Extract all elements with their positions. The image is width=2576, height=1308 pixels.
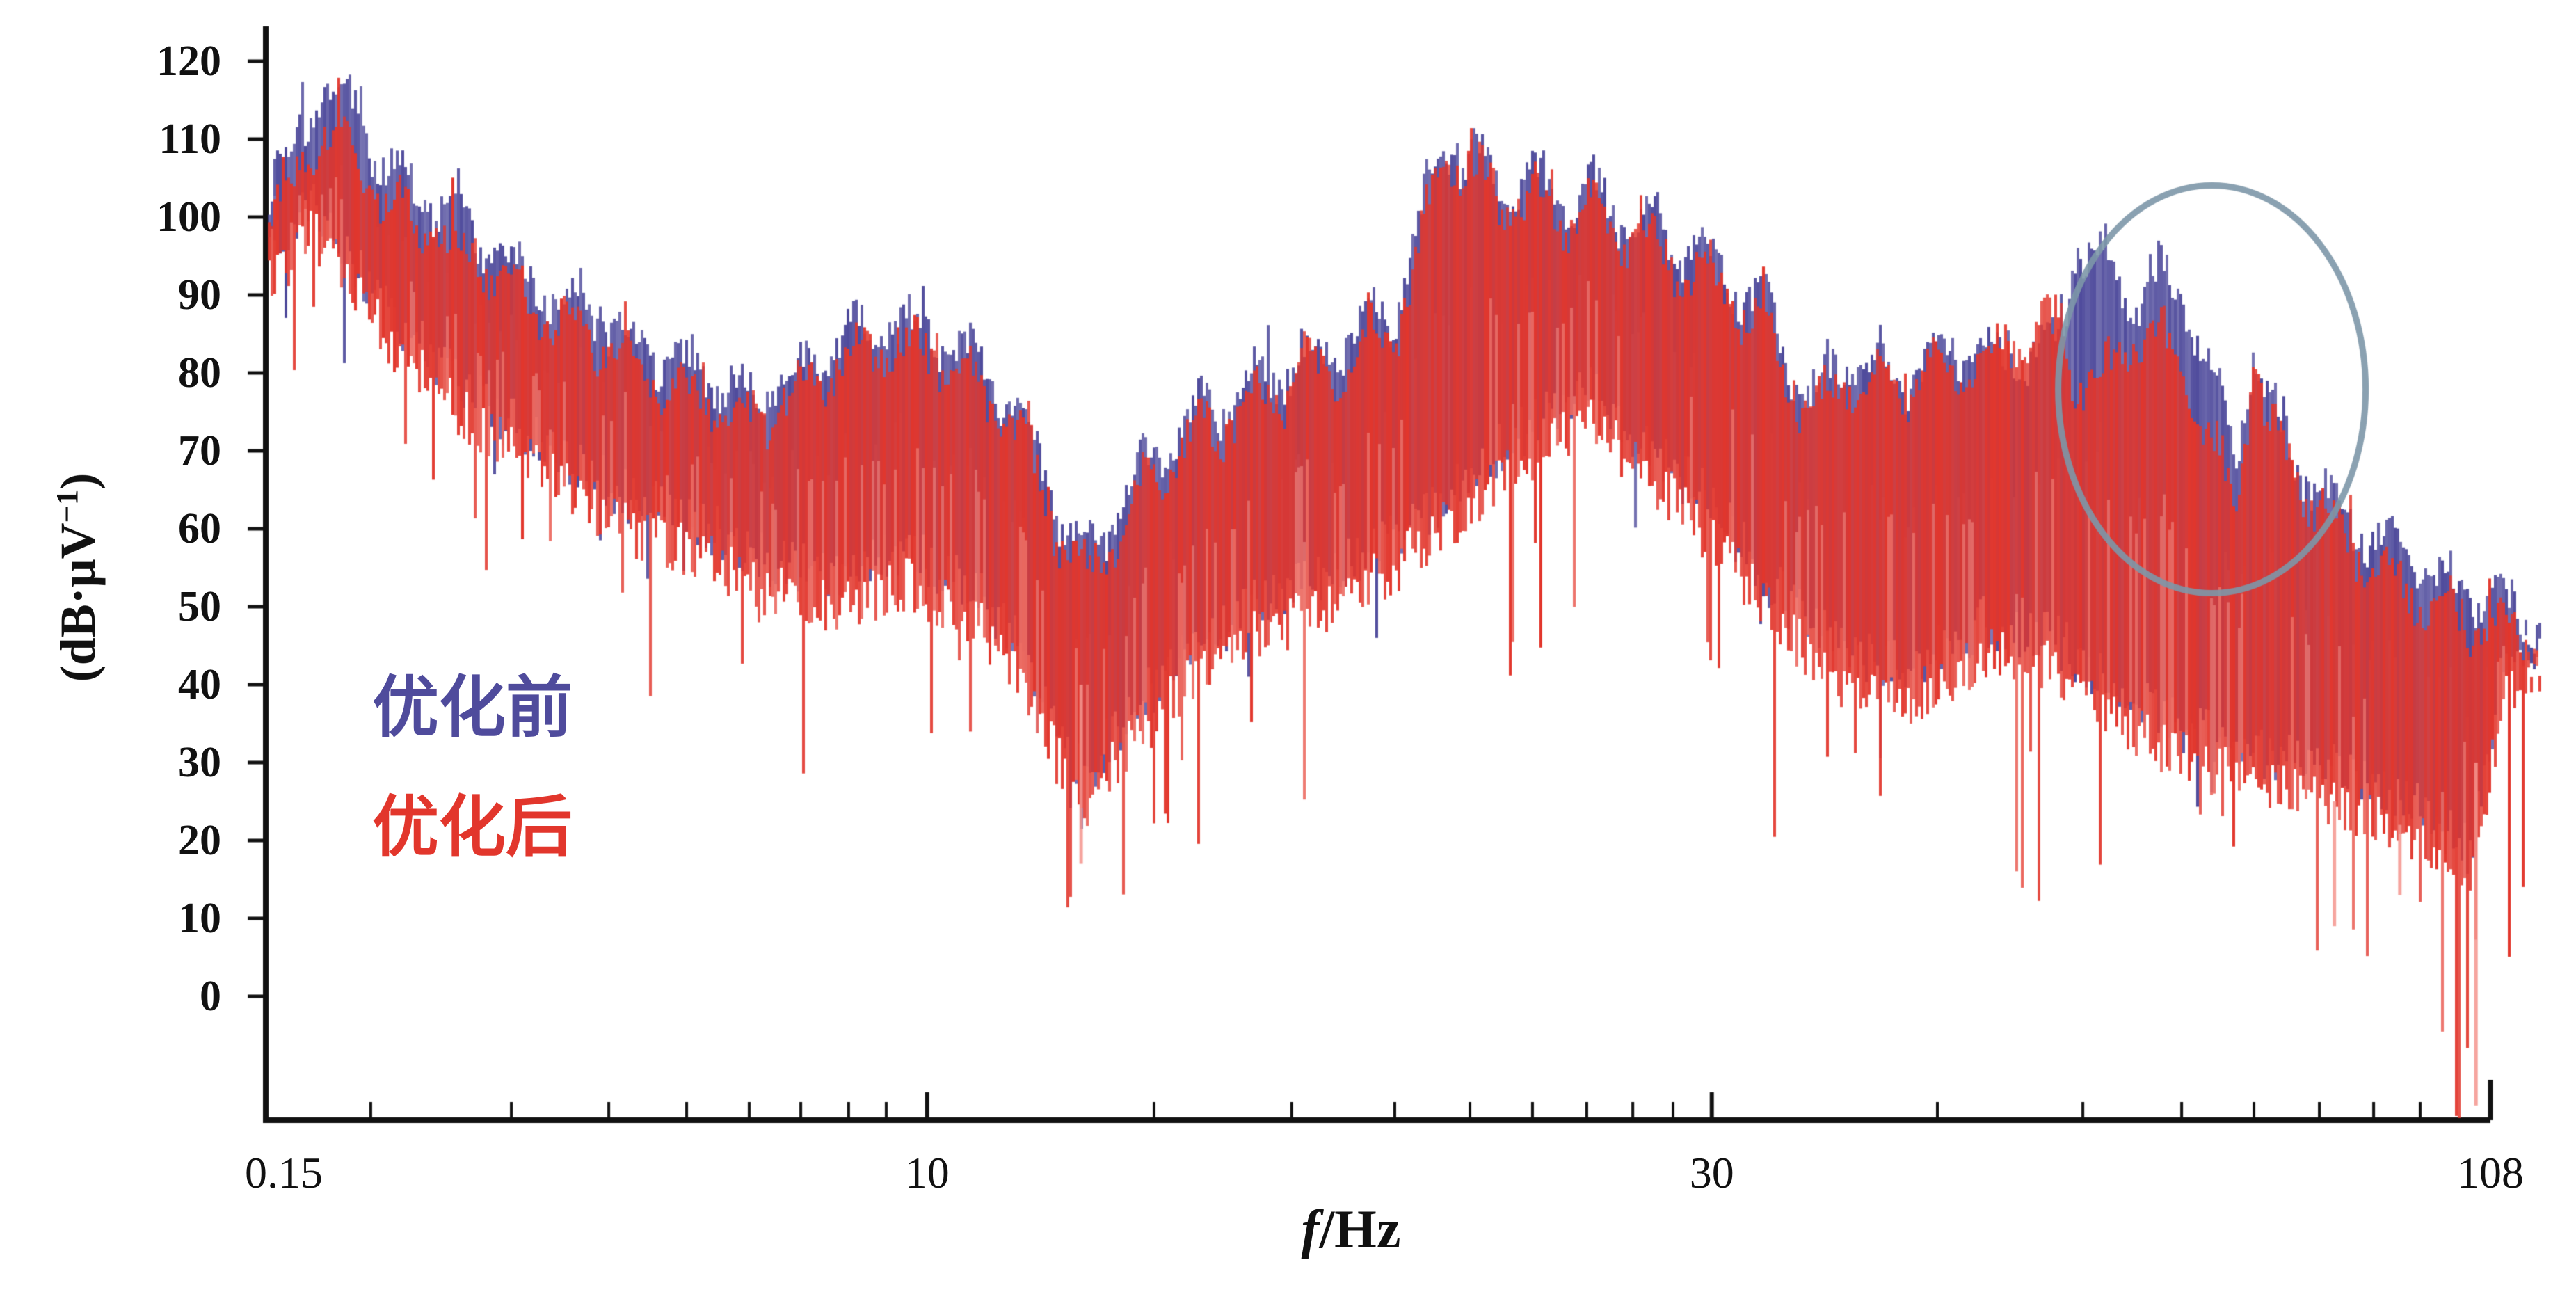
y-axis-label: (dB·μV−1) — [49, 473, 107, 683]
legend: 优化前 优化后 — [372, 673, 573, 913]
y-tick-label-120: 120 — [157, 38, 221, 85]
x-axis-label: f/Hz — [1212, 1198, 1490, 1261]
x-tick-label-30: 30 — [1689, 1148, 1734, 1197]
x-tick-label-108: 108 — [2457, 1148, 2524, 1197]
legend-item-after-optimization: 优化后 — [372, 790, 573, 865]
y-tick-label-10: 10 — [178, 895, 221, 942]
x-tick-label-10: 10 — [904, 1148, 950, 1197]
y-tick-label-60: 60 — [178, 505, 221, 552]
y-tick-label-90: 90 — [178, 271, 221, 319]
legend-item-before-optimization: 优化前 — [372, 671, 573, 745]
x-axis-label-unit: /Hz — [1319, 1199, 1401, 1259]
y-tick-label-80: 80 — [178, 349, 221, 397]
y-tick-label-70: 70 — [178, 427, 221, 474]
y-tick-label-30: 30 — [178, 739, 221, 786]
x-axis-label-symbol: f — [1301, 1199, 1320, 1259]
y-tick-label-0: 0 — [200, 973, 221, 1020]
y-tick-label-20: 20 — [178, 817, 221, 864]
y-axis-label-close: ) — [50, 472, 106, 490]
y-tick-label-40: 40 — [178, 661, 221, 708]
y-tick-label-110: 110 — [159, 115, 221, 163]
x-tick-label-0.15: 0.15 — [245, 1148, 323, 1197]
y-tick-label-100: 100 — [157, 193, 221, 241]
y-tick-label-50: 50 — [178, 583, 221, 630]
